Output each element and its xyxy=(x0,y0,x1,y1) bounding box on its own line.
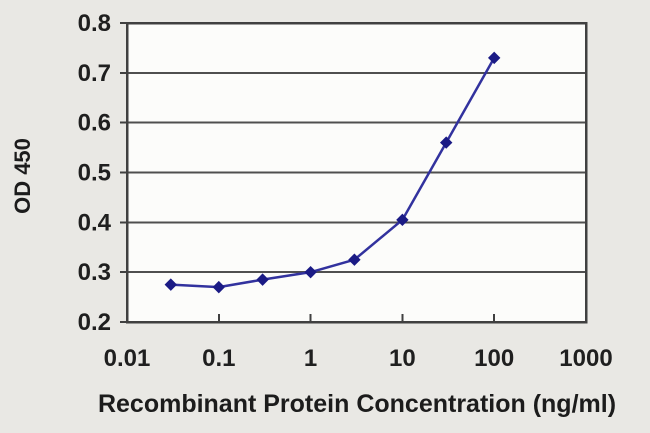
y-tick-label: 0.5 xyxy=(78,160,111,187)
data-point-marker xyxy=(212,280,226,294)
data-point-marker xyxy=(439,136,453,149)
y-tick-label: 0.2 xyxy=(78,309,111,336)
data-point-marker xyxy=(396,213,409,227)
data-point-marker xyxy=(304,265,317,279)
plot-border xyxy=(125,21,588,324)
data-point-marker xyxy=(164,278,178,291)
x-tick-label: 1000 xyxy=(559,345,612,372)
x-tick-label: 0.1 xyxy=(202,345,235,372)
x-tick-label: 100 xyxy=(474,345,514,372)
x-tick-label: 10 xyxy=(389,345,416,372)
y-tick-label: 0.8 xyxy=(78,10,111,37)
y-tick-label: 0.6 xyxy=(78,110,111,137)
y-tick-label: 0.7 xyxy=(78,60,111,87)
data-series-line xyxy=(169,56,496,289)
y-tick-label: 0.4 xyxy=(78,209,112,236)
x-tick-label: 0.01 xyxy=(104,345,151,372)
x-tick-label: 1 xyxy=(304,345,317,372)
data-point-marker xyxy=(487,51,501,65)
x-axis-title: Recombinant Protein Concentration (ng/ml… xyxy=(97,390,617,418)
y-tick-label: 0.3 xyxy=(78,259,111,286)
data-point-marker xyxy=(348,253,361,266)
data-point-marker xyxy=(256,273,269,286)
y-axis-title: OD 450 xyxy=(10,138,35,214)
